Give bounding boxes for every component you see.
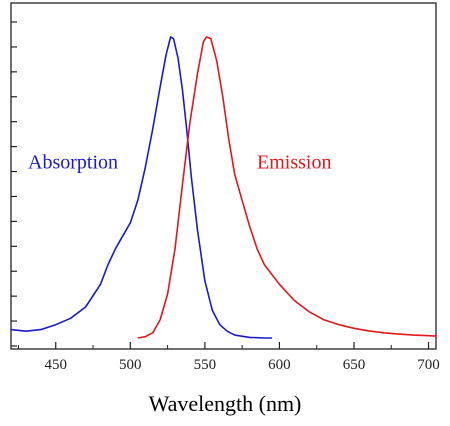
x-tick-label: 600: [268, 357, 291, 373]
series-layer: Absorption Emission: [10, 36, 437, 339]
series-label-emission: Emission: [257, 151, 331, 173]
x-tick-label: 450: [44, 357, 67, 373]
series-label-absorption: Absorption: [28, 151, 118, 173]
series-line-absorption: [10, 36, 272, 339]
x-tick-label: 700: [417, 357, 440, 373]
x-tick-label: 500: [119, 357, 142, 373]
series-line-emission: [137, 36, 437, 339]
x-tick-label: 550: [194, 357, 217, 373]
y-axis-ticks: [11, 21, 17, 347]
x-axis-ticks: 450 500 550 600 650 700: [17, 342, 440, 373]
x-axis-title: Wavelength (nm): [149, 391, 302, 416]
plot-frame: [10, 2, 437, 350]
x-tick-label: 650: [343, 357, 366, 373]
